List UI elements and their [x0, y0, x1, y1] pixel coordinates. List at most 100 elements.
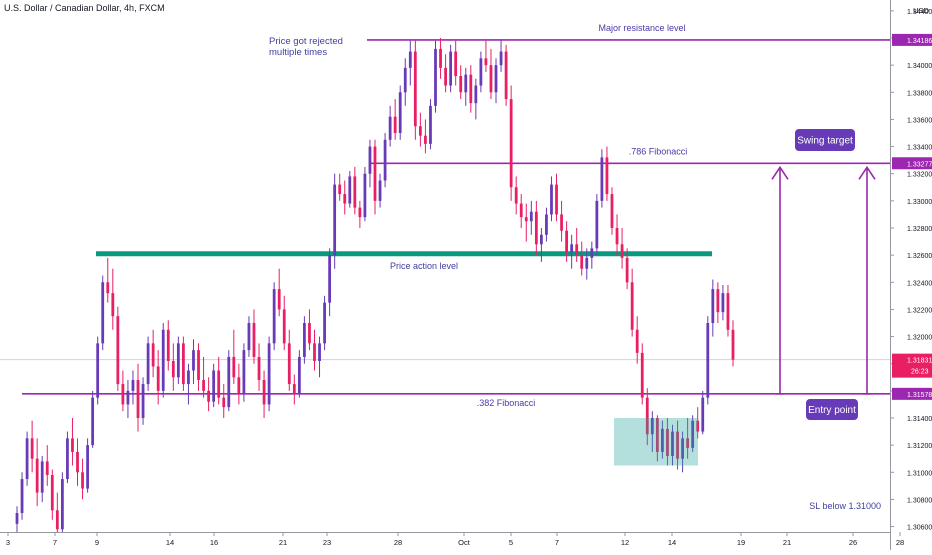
candle — [590, 241, 594, 269]
countdown-text: 26:23 — [911, 369, 929, 376]
candle-body — [222, 397, 226, 408]
candle-body — [242, 350, 246, 394]
last-price-badge[interactable]: 1.31831 26:23 — [892, 353, 932, 378]
candle — [131, 370, 135, 405]
last-price-bg — [892, 353, 932, 378]
candle — [504, 44, 508, 106]
price-axis[interactable]: USD1.344001.342001.340001.338001.336001.… — [890, 0, 932, 550]
candle-body — [686, 438, 690, 448]
candle-body — [101, 282, 105, 344]
major-resistance-price-badge[interactable]: 1.34186 — [892, 33, 932, 46]
candle — [550, 176, 553, 222]
level-lines[interactable]: Major resistance level .786 Fibonacci Pric… — [22, 23, 890, 408]
candle — [540, 228, 543, 262]
candle-body — [131, 380, 135, 391]
candle — [292, 374, 296, 405]
candle — [333, 173, 337, 269]
candle-body — [545, 214, 548, 235]
candle — [711, 279, 715, 337]
candle-body — [267, 343, 271, 405]
candle-body — [277, 289, 281, 310]
candle — [545, 207, 548, 242]
time-tick-label: 5 — [509, 538, 513, 547]
badge-text: 1.31578 — [907, 392, 932, 399]
candle-body — [661, 428, 664, 452]
candle-body — [635, 329, 639, 353]
price-tick-label: 1.32600 — [907, 253, 932, 260]
candle-body — [368, 146, 372, 174]
candle-body — [25, 438, 29, 480]
candle-body — [464, 74, 468, 93]
candle — [76, 438, 79, 486]
candle-body — [600, 157, 604, 201]
candle-body — [86, 445, 89, 489]
rejection-note-line2: multiple times — [269, 47, 327, 58]
candle — [620, 228, 624, 269]
candle-body — [424, 135, 427, 144]
time-tick-label: 7 — [53, 538, 57, 547]
swing-target-arrow[interactable] — [771, 165, 789, 395]
fibonacci-382-price-badge[interactable]: 1.31578 — [892, 387, 932, 400]
candle — [328, 248, 332, 317]
price-tick-label: 1.32200 — [907, 307, 932, 314]
swing-target-arrow[interactable] — [858, 165, 876, 395]
candle — [212, 363, 216, 408]
price-tick-label: 1.33400 — [907, 145, 932, 152]
candle — [378, 173, 382, 208]
candle — [111, 268, 115, 330]
candle-body — [655, 418, 659, 452]
candle — [166, 320, 170, 371]
arrow-head — [858, 165, 876, 180]
price-tick-label: 1.30600 — [907, 525, 932, 532]
time-tick-label: 23 — [323, 538, 331, 547]
candle — [439, 38, 442, 79]
candle — [413, 40, 417, 140]
candle-body — [630, 282, 634, 330]
candle-body — [484, 58, 488, 66]
consolidation-box[interactable] — [614, 418, 698, 466]
price-tick-label: 1.33800 — [907, 90, 932, 97]
candle-body — [212, 370, 216, 402]
candle — [257, 343, 261, 391]
entry-point-callout[interactable]: Entry point — [806, 399, 858, 420]
major-resistance-label: Major resistance level — [598, 23, 685, 33]
candle-body — [318, 343, 321, 361]
fibonacci-786-price-badge[interactable]: 1.33277 — [892, 157, 932, 170]
badge-bg — [892, 387, 932, 400]
candle-body — [439, 48, 442, 68]
candle-body — [383, 139, 387, 181]
candle-body — [454, 51, 458, 76]
candle-body — [192, 350, 195, 371]
swing-target-callout[interactable]: Swing target — [795, 129, 855, 151]
candle — [696, 407, 700, 439]
candle-body — [151, 343, 155, 367]
candle-body — [494, 65, 498, 93]
candle — [35, 438, 39, 507]
candle-body — [328, 255, 332, 303]
candle-body — [156, 366, 160, 391]
time-axis[interactable]: 3 7 9 14 16 21 23 28 Oct 5 7 12 14 19 21 26 28 — [0, 532, 904, 550]
candle — [91, 390, 95, 448]
candle-body — [615, 228, 619, 245]
candle — [30, 420, 34, 473]
candle-body — [681, 438, 684, 459]
candle-body — [297, 356, 301, 394]
candle-body — [701, 397, 705, 432]
candle — [368, 139, 372, 188]
candle — [126, 380, 130, 418]
candle-body — [408, 51, 412, 68]
candle-body — [126, 390, 130, 405]
candle — [655, 415, 659, 462]
candle — [681, 431, 684, 473]
annotations[interactable]: Swing target Entry point Price got rejecte… — [269, 36, 881, 511]
candle-body — [550, 184, 553, 215]
candle-body — [489, 65, 493, 93]
candle-body — [610, 194, 614, 228]
candle — [444, 54, 447, 93]
candle-body — [706, 323, 710, 398]
entry-point-callout-text: Entry point — [808, 405, 856, 416]
candle — [176, 336, 180, 385]
price-tick-label: 1.34000 — [907, 63, 932, 70]
